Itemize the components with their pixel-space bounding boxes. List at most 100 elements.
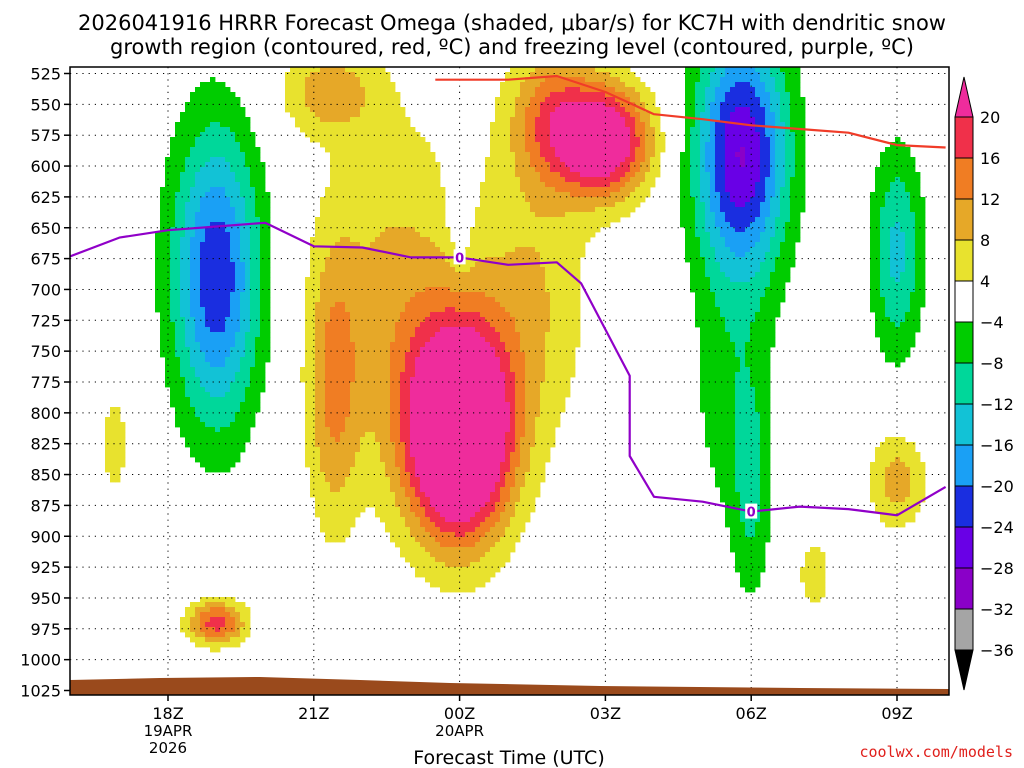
omega-cell	[235, 232, 241, 238]
omega-cell	[485, 447, 491, 453]
omega-cell	[425, 547, 431, 553]
omega-cell	[320, 407, 326, 413]
omega-cell	[175, 342, 181, 348]
omega-cell	[215, 272, 221, 278]
omega-cell	[485, 252, 491, 258]
omega-cell	[220, 452, 226, 458]
omega-cell	[370, 192, 376, 198]
omega-cell	[390, 267, 396, 273]
omega-cell	[430, 467, 436, 473]
omega-cell	[400, 322, 406, 328]
omega-cell	[225, 357, 231, 363]
omega-cell	[195, 292, 201, 298]
omega-cell	[210, 352, 216, 358]
omega-cell	[300, 102, 306, 108]
omega-cell	[225, 337, 231, 343]
omega-cell	[205, 317, 211, 323]
omega-cell	[400, 457, 406, 463]
omega-cell	[365, 277, 371, 283]
omega-cell	[320, 212, 326, 218]
omega-cell	[495, 157, 501, 163]
omega-cell	[425, 317, 431, 323]
omega-cell	[165, 182, 171, 188]
omega-cell	[365, 437, 371, 443]
omega-cell	[475, 222, 481, 228]
omega-cell	[165, 317, 171, 323]
omega-cell	[295, 72, 301, 78]
omega-cell	[380, 502, 386, 508]
omega-cell	[325, 277, 331, 283]
omega-cell	[300, 107, 306, 113]
omega-cell	[400, 217, 406, 223]
omega-cell	[325, 412, 331, 418]
omega-cell	[325, 382, 331, 388]
omega-cell	[360, 252, 366, 258]
omega-cell	[355, 127, 361, 133]
omega-cell	[350, 522, 356, 528]
omega-cell	[485, 342, 491, 348]
omega-cell	[225, 607, 231, 613]
omega-cell	[370, 222, 376, 228]
omega-cell	[450, 387, 456, 393]
omega-cell	[205, 182, 211, 188]
omega-cell	[180, 282, 186, 288]
omega-cell	[425, 332, 431, 338]
omega-cell	[430, 522, 436, 528]
omega-cell	[380, 422, 386, 428]
omega-cell	[500, 167, 506, 173]
omega-cell	[315, 402, 321, 408]
omega-cell	[460, 262, 466, 268]
omega-cell	[410, 287, 416, 293]
omega-cell	[395, 507, 401, 513]
omega-cell	[330, 362, 336, 368]
omega-cell	[190, 297, 196, 303]
omega-cell	[500, 302, 506, 308]
omega-cell	[455, 352, 461, 358]
omega-cell	[340, 312, 346, 318]
omega-cell	[240, 342, 246, 348]
omega-cell	[375, 362, 381, 368]
omega-cell	[245, 357, 251, 363]
omega-cell	[315, 502, 321, 508]
omega-cell	[290, 87, 296, 93]
omega-cell	[225, 622, 231, 628]
omega-cell	[495, 202, 501, 208]
omega-cell	[205, 262, 211, 268]
omega-cell	[200, 342, 206, 348]
omega-cell	[435, 312, 441, 318]
omega-cell	[305, 277, 311, 283]
omega-cell	[240, 107, 246, 113]
omega-cell	[230, 147, 236, 153]
omega-cell	[325, 502, 331, 508]
omega-cell	[310, 427, 316, 433]
omega-cell	[220, 407, 226, 413]
omega-cell	[390, 487, 396, 493]
omega-cell	[360, 282, 366, 288]
omega-cell	[375, 352, 381, 358]
omega-cell	[500, 122, 506, 128]
omega-cell	[435, 547, 441, 553]
omega-cell	[165, 222, 171, 228]
omega-cell	[345, 117, 351, 123]
omega-cell	[180, 272, 186, 278]
omega-cell	[350, 502, 356, 508]
omega-cell	[460, 332, 466, 338]
omega-cell	[250, 377, 256, 383]
omega-cell	[170, 157, 176, 163]
omega-cell	[210, 612, 216, 618]
omega-cell	[235, 427, 241, 433]
omega-cell	[240, 357, 246, 363]
omega-cell	[450, 552, 456, 558]
omega-cell	[480, 517, 486, 523]
omega-cell	[345, 452, 351, 458]
omega-cell	[335, 212, 341, 218]
omega-cell	[235, 202, 241, 208]
omega-cell	[245, 412, 251, 418]
omega-cell	[220, 632, 226, 638]
omega-cell	[395, 437, 401, 443]
omega-cell	[480, 372, 486, 378]
omega-cell	[495, 472, 501, 478]
omega-cell	[375, 187, 381, 193]
omega-cell	[390, 432, 396, 438]
omega-cell	[200, 312, 206, 318]
